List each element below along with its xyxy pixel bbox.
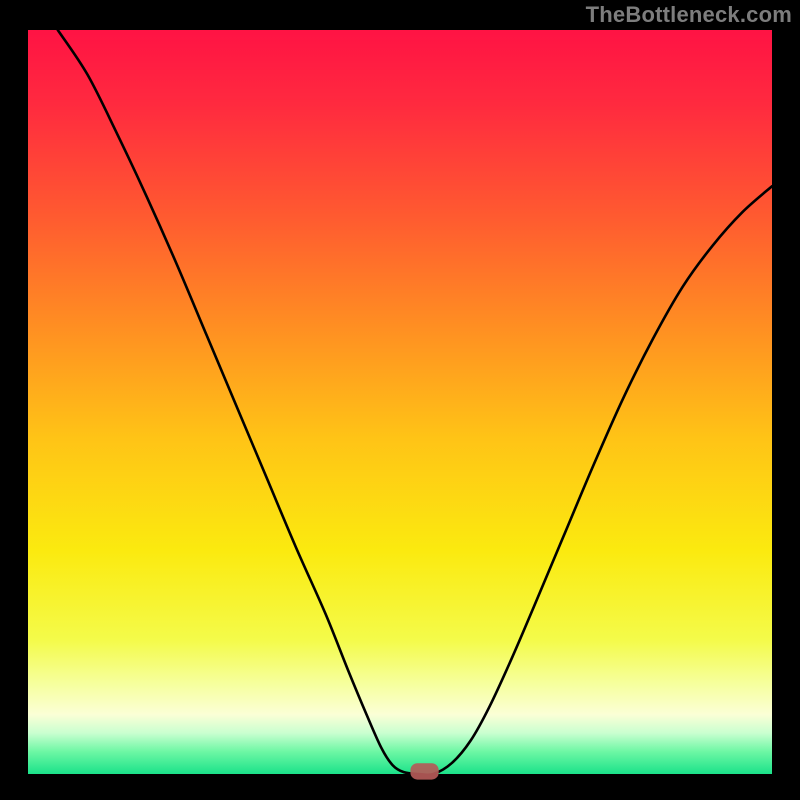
chart-stage: TheBottleneck.com (0, 0, 800, 800)
gradient-plot-area (28, 30, 772, 774)
watermark-text: TheBottleneck.com (586, 2, 792, 28)
bottleneck-marker (410, 763, 438, 779)
chart-svg (0, 0, 800, 800)
